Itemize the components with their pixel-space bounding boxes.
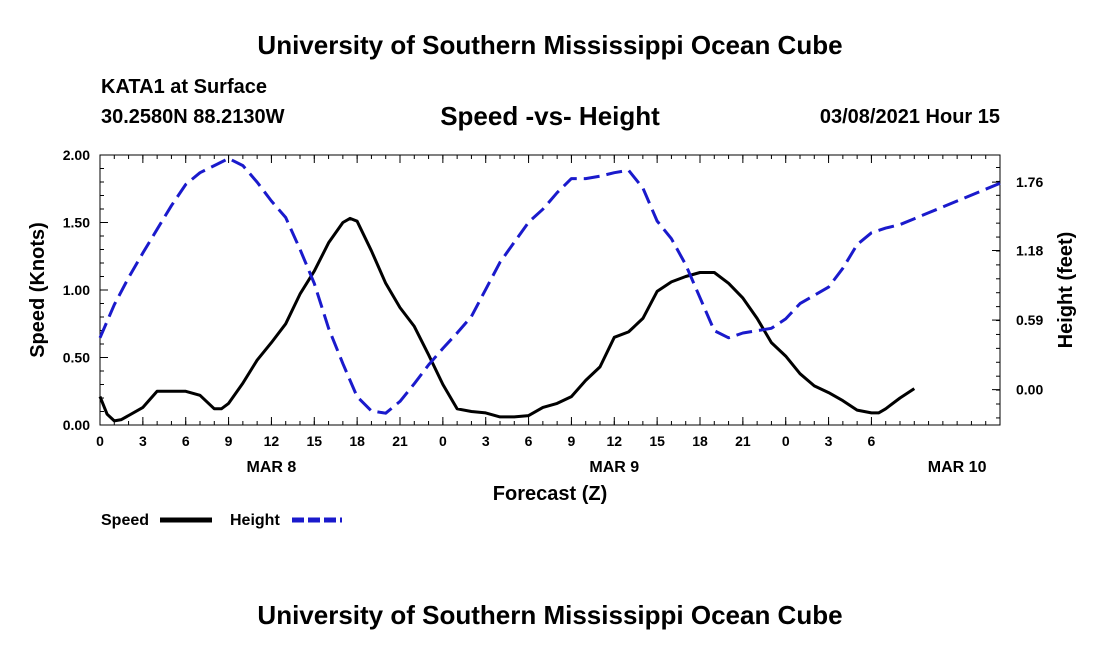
x-tick-label: 0 xyxy=(96,433,104,449)
x-day-label: MAR 9 xyxy=(589,459,639,476)
x-tick-label: 3 xyxy=(825,433,833,449)
y-axis-title: Speed (Knots) xyxy=(27,222,49,358)
x-tick-label: 9 xyxy=(568,433,576,449)
y2-tick-label: 0.59 xyxy=(1016,312,1043,328)
axes-layer: 0 3 6 9 12 15 18 21 0 3 6 9 12 15 18 21 0 3 6 MAR 8 MAR 9 MAR… xyxy=(63,147,1044,476)
footer-title: University of Southern Mississippi Ocean… xyxy=(257,600,843,630)
x-tick-label: 12 xyxy=(606,433,622,449)
x-axis-title: Forecast (Z) xyxy=(493,483,607,505)
legend-height-label: Height xyxy=(230,512,280,529)
forecast-datetime: 03/08/2021 Hour 15 xyxy=(819,106,1000,128)
x-tick-label: 6 xyxy=(868,433,876,449)
x-day-label: MAR 10 xyxy=(928,459,987,476)
x-tick-label: 6 xyxy=(182,433,190,449)
y-tick-label: 1.00 xyxy=(63,282,90,298)
y-tick-label: 0.50 xyxy=(63,350,90,366)
x-tick-label: 9 xyxy=(225,433,233,449)
x-day-label: MAR 8 xyxy=(247,459,297,476)
x-tick-label: 6 xyxy=(525,433,533,449)
x-tick-label: 18 xyxy=(692,433,708,449)
x-tick-label: 12 xyxy=(264,433,280,449)
x-tick-label: 18 xyxy=(349,433,365,449)
x-tick-label: 15 xyxy=(306,433,322,449)
station-coordinates: 30.2580N 88.2130W xyxy=(101,106,285,128)
x-tick-label: 0 xyxy=(782,433,790,449)
y-tick-label: 0.00 xyxy=(63,417,90,433)
legend: Speed Height xyxy=(101,512,342,529)
x-tick-label: 21 xyxy=(392,433,408,449)
y2-axis-title: Height (feet) xyxy=(1055,232,1077,349)
station-label: KATA1 at Surface xyxy=(101,76,267,98)
x-tick-label: 21 xyxy=(735,433,751,449)
x-tick-label: 15 xyxy=(649,433,665,449)
y-tick-label: 1.50 xyxy=(63,215,90,231)
chart-title: Speed -vs- Height xyxy=(440,101,660,131)
height-series-line xyxy=(98,157,1001,415)
y2-tick-label: 0.00 xyxy=(1016,382,1043,398)
x-tick-label: 3 xyxy=(139,433,147,449)
y-tick-label: 2.00 xyxy=(63,147,90,163)
series-layer xyxy=(98,157,1001,423)
y2-tick-label: 1.18 xyxy=(1016,243,1043,259)
speed-series-line xyxy=(98,216,916,423)
page-title: University of Southern Mississippi Ocean… xyxy=(257,30,843,60)
legend-speed-label: Speed xyxy=(101,512,149,529)
y2-tick-label: 1.76 xyxy=(1016,174,1043,190)
x-tick-label: 3 xyxy=(482,433,490,449)
plot-frame xyxy=(99,154,1001,426)
x-tick-label: 0 xyxy=(439,433,447,449)
